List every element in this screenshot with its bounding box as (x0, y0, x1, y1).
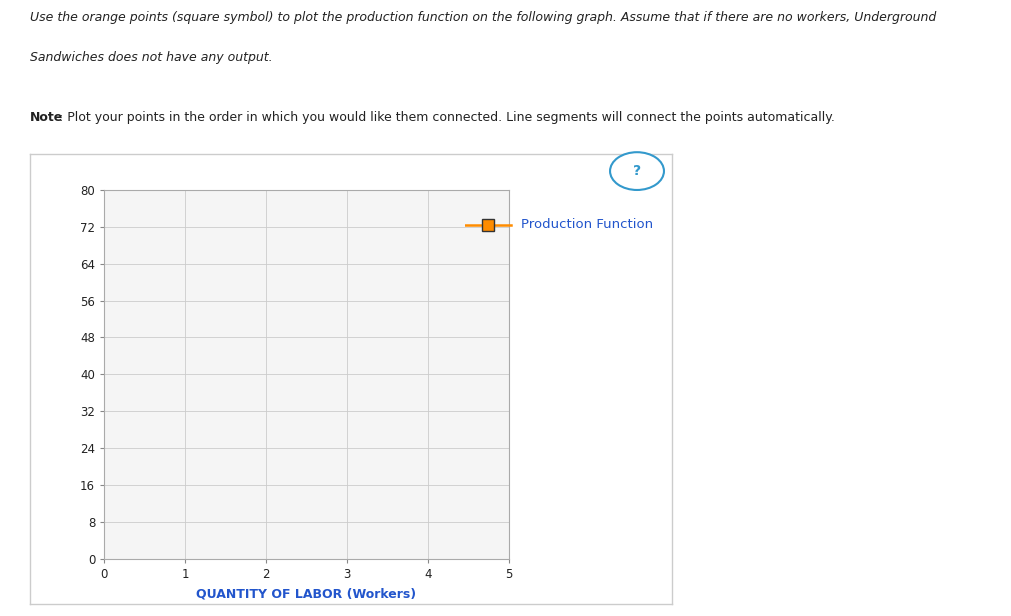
Text: Note: Note (30, 111, 64, 124)
X-axis label: QUANTITY OF LABOR (Workers): QUANTITY OF LABOR (Workers) (196, 588, 417, 601)
Text: Sandwiches does not have any output.: Sandwiches does not have any output. (30, 52, 273, 65)
Text: ?: ? (633, 164, 641, 178)
Circle shape (610, 152, 664, 190)
Text: Use the orange points (square symbol) to plot the production function on the fol: Use the orange points (square symbol) to… (30, 11, 936, 24)
Text: Production Function: Production Function (521, 218, 653, 232)
Text: : Plot your points in the order in which you would like them connected. Line seg: : Plot your points in the order in which… (59, 111, 834, 124)
